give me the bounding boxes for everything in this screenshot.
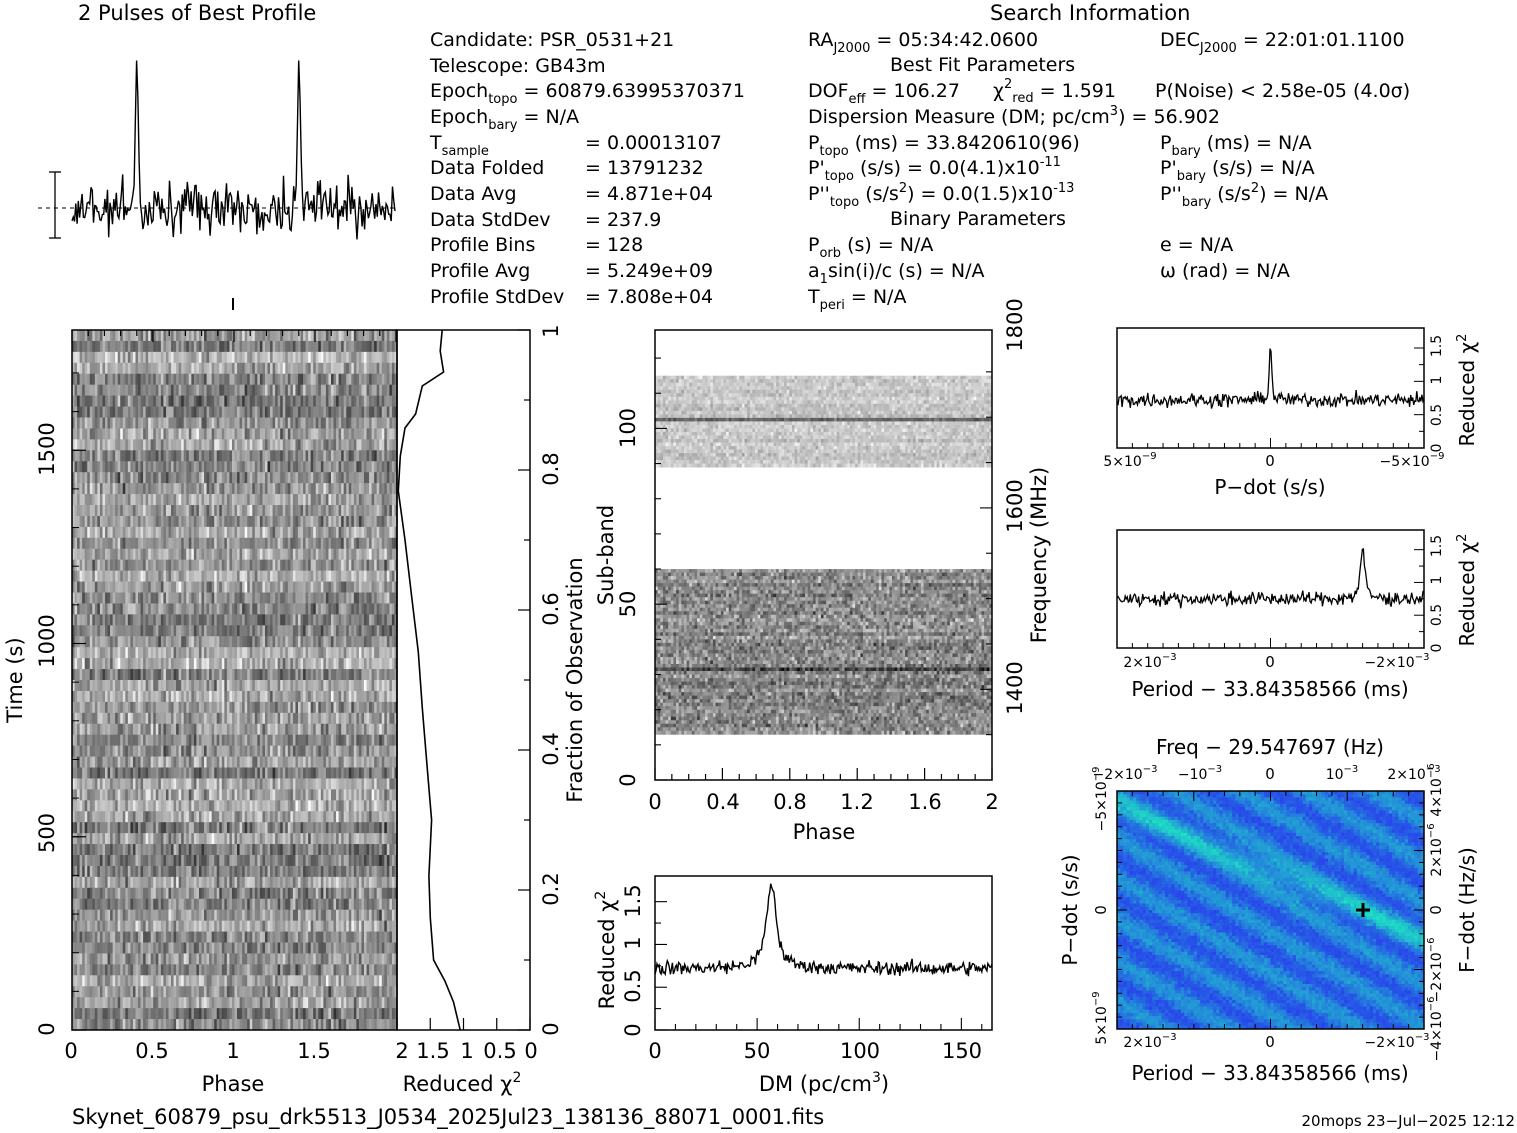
ylabel-heatmap-pdot: P−dot (s/s) <box>1058 854 1082 965</box>
tick-phase-1: 1 <box>226 1039 239 1063</box>
info-epoch-topo: Epochtopo = 60879.63995370371 <box>430 80 745 107</box>
svg-text:= 237.9: = 237.9 <box>585 209 661 231</box>
svg-text:Profile StdDev: Profile StdDev <box>430 286 564 308</box>
chi2-fraction-line <box>398 330 460 1030</box>
svg-text:= 5.249e+09: = 5.249e+09 <box>585 260 713 282</box>
footer-stamp: 20mops 23−Jul−2025 12:12 <box>1302 1112 1515 1130</box>
xlabel-reduced-chi2: Reduced χ2 <box>403 1070 522 1096</box>
xlabel-subband-phase: Phase <box>793 820 856 844</box>
info-right: RAJ2000 = 05:34:42.0600 DECJ2000 = 22:01… <box>807 29 1410 313</box>
p-pdot-heatmap: Freq − 29.547697 (Hz) −2×10−3 −10−3 0 10… <box>1058 735 1479 1085</box>
xlabel-period: Period − 33.84358566 (ms) <box>1131 677 1408 701</box>
info-ecc: e = N/A <box>1160 234 1233 256</box>
profile-plot <box>38 61 395 240</box>
xlabel-heatmap-period: Period − 33.84358566 (ms) <box>1131 1061 1408 1085</box>
info-tsample: Tsample <box>429 132 489 159</box>
svg-text:= 4.871e+04: = 4.871e+04 <box>585 183 713 205</box>
info-left: Candidate: PSR_0531+21 Telescope: GB43m … <box>429 29 745 308</box>
dm-plot: 0 50 100 150 DM (pc/cm3) 0 0.5 1 1.5 Red… <box>593 876 992 1096</box>
info-pdtopo: P'topo (s/s) = 0.0(4.1)x10-11 <box>808 155 1061 184</box>
info-dec: DECJ2000 = 22:01:01.1100 <box>1160 29 1405 56</box>
ylabel-heatmap-fdot: F−dot (Hz/s) <box>1455 847 1479 973</box>
tick-phase-0.5: 0.5 <box>135 1039 168 1063</box>
info-pddtopo: P''topo (s/s2) = 0.0(1.5)x10-13 <box>808 181 1074 210</box>
info-dof: DOFeff = 106.27 <box>808 80 960 107</box>
info-a1: a1sin(i)/c (s) = N/A <box>808 260 984 287</box>
xlabel-phase: Phase <box>202 1072 265 1096</box>
info-tperi: Tperi = N/A <box>807 286 906 313</box>
best-fit-header: Best Fit Parameters <box>890 54 1075 76</box>
xlabel-pdot: P−dot (s/s) <box>1214 475 1325 499</box>
period-plot: 2×10−3 0 −2×10−3 Period − 33.84358566 (m… <box>1117 530 1479 701</box>
svg-text:= 13791232: = 13791232 <box>585 157 704 179</box>
binary-header: Binary Parameters <box>890 208 1066 230</box>
tick-time-1000: 1000 <box>35 614 59 667</box>
subband-phase-plot: 0 0.4 0.8 1.2 1.6 2 Phase 0 50 100 Sub-b… <box>594 298 1051 844</box>
ylabel-time: Time (s) <box>3 637 27 723</box>
info-chi2: χ2red = 1.591 <box>993 77 1116 106</box>
pdot-plot: 5×10−9 0 −5×10−9 P−dot (s/s) 0 0.5 1 1.5… <box>1103 328 1479 499</box>
info-dm: Dispersion Measure (DM; pc/cm3) = 56.902 <box>808 104 1220 128</box>
info-epoch-bary: Epochbary = N/A <box>430 106 579 133</box>
info-candidate: Candidate: PSR_0531+21 <box>430 29 674 51</box>
info-telescope: Telescope: GB43m <box>429 55 606 77</box>
period-line <box>1117 549 1424 608</box>
info-porb: Porb (s) = N/A <box>808 234 933 261</box>
info-pnoise: P(Noise) < 2.58e-05 (4.0σ) <box>1155 80 1410 102</box>
svg-text:Data Avg: Data Avg <box>430 183 517 205</box>
p-pdot-image <box>1117 791 1424 1029</box>
ylabel-subband: Sub-band <box>594 505 618 605</box>
svg-text:Data Folded: Data Folded <box>430 157 544 179</box>
svg-text:= 7.808e+04: = 7.808e+04 <box>585 286 713 308</box>
xlabel-dm: DM (pc/cm3) <box>759 1070 889 1096</box>
pdot-line <box>1117 349 1424 409</box>
profile-title: 2 Pulses of Best Profile <box>78 1 316 25</box>
heatmap-title: Freq − 29.547697 (Hz) <box>1156 735 1384 759</box>
tick-time-1500: 1500 <box>35 422 59 475</box>
ylabel-dm-chi2: Reduced χ2 <box>593 891 619 1010</box>
profile-line <box>72 61 395 240</box>
footer-filename: Skynet_60879_psu_drk5513_J0534_2025Jul23… <box>72 1105 824 1130</box>
time-phase-plot: 0 0.5 1 1.5 Phase 0 500 1000 1500 Time (… <box>3 298 397 1096</box>
svg-text:Profile Avg: Profile Avg <box>430 260 530 282</box>
info-omega: ω (rad) = N/A <box>1160 260 1290 282</box>
svg-text:Data StdDev: Data StdDev <box>430 209 551 231</box>
search-title: Search Information <box>990 1 1190 25</box>
svg-text:= 128: = 128 <box>585 234 643 256</box>
info-pdbary: P'bary (s/s) = N/A <box>1160 157 1315 184</box>
time-phase-image <box>72 330 397 1030</box>
svg-text:Profile Bins: Profile Bins <box>430 234 535 256</box>
info-pbary: Pbary (ms) = N/A <box>1160 132 1312 159</box>
dm-line <box>655 884 992 977</box>
ylabel-fraction: Fraction of Observation <box>563 557 587 802</box>
svg-text:= 0.00013107: = 0.00013107 <box>585 132 722 154</box>
info-pddbary: P''bary (s/s2) = N/A <box>1160 181 1328 210</box>
ylabel-frequency: Frequency (MHz) <box>1027 467 1051 643</box>
tick-time-0: 0 <box>35 1022 59 1035</box>
info-ra: RAJ2000 = 05:34:42.0600 <box>808 29 1038 56</box>
chi2-fraction-plot: 2 1.5 1 0.5 0 Reduced χ2 0 0.2 0.4 0.6 0… <box>395 324 587 1096</box>
tick-time-500: 500 <box>35 813 59 853</box>
tick-phase-0: 0 <box>64 1039 77 1063</box>
subband-image <box>655 376 992 735</box>
tick-phase-1.5: 1.5 <box>297 1039 330 1063</box>
